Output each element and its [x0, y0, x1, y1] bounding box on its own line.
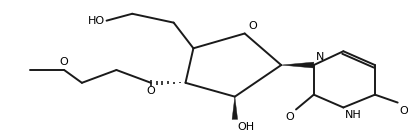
Text: O: O — [285, 112, 294, 122]
Text: O: O — [399, 106, 408, 116]
Text: O: O — [248, 21, 257, 31]
Text: O: O — [60, 57, 69, 67]
Polygon shape — [232, 97, 237, 119]
Text: O: O — [146, 86, 155, 96]
Polygon shape — [281, 62, 314, 68]
Text: NH: NH — [345, 110, 362, 120]
Text: HO: HO — [87, 16, 104, 26]
Text: N: N — [316, 52, 324, 62]
Text: OH: OH — [238, 122, 255, 132]
